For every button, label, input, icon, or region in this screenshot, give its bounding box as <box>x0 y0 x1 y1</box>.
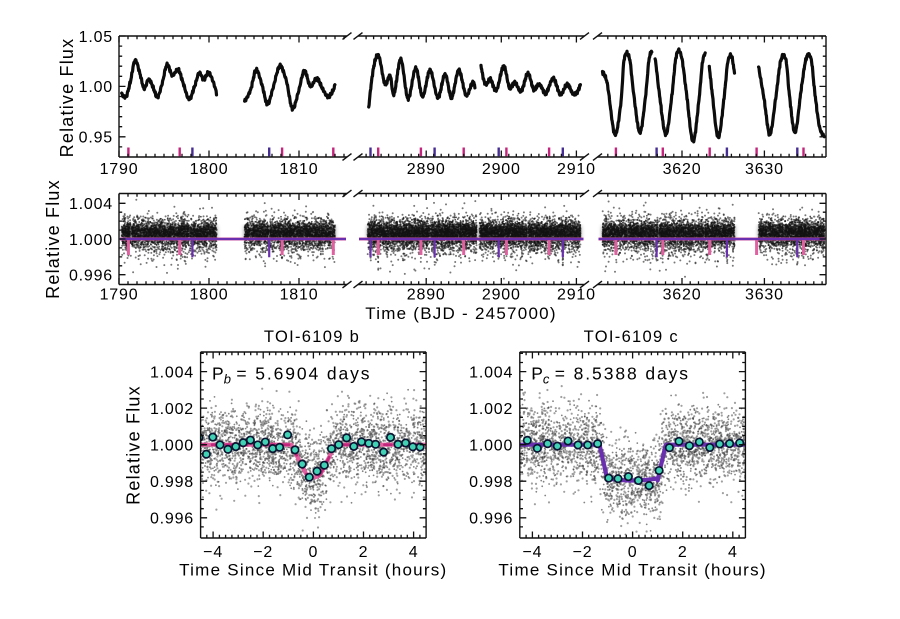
svg-text:4: 4 <box>409 544 419 561</box>
svg-text:0.998: 0.998 <box>469 474 513 491</box>
svg-text:1800: 1800 <box>190 287 229 304</box>
svg-text:1.004: 1.004 <box>469 364 513 381</box>
svg-text:1.000: 1.000 <box>69 232 113 249</box>
svg-text:1810: 1810 <box>280 287 319 304</box>
svg-text:1790: 1790 <box>100 161 139 178</box>
svg-text:2910: 2910 <box>557 161 596 178</box>
svg-text:−2: −2 <box>573 544 593 561</box>
svg-text:Time Since Mid Transit (hours): Time Since Mid Transit (hours) <box>179 561 447 580</box>
svg-text:1790: 1790 <box>100 287 139 304</box>
svg-text:1.002: 1.002 <box>469 401 513 418</box>
svg-text:−4: −4 <box>522 544 542 561</box>
svg-text:Time Since Mid Transit (hours): Time Since Mid Transit (hours) <box>498 561 766 580</box>
svg-text:0.996: 0.996 <box>69 268 113 285</box>
svg-text:0.996: 0.996 <box>469 511 513 528</box>
svg-text:TOI-6109 c: TOI-6109 c <box>584 328 679 346</box>
svg-text:−2: −2 <box>253 544 273 561</box>
svg-text:3630: 3630 <box>745 287 784 304</box>
svg-text:1.004: 1.004 <box>150 364 194 381</box>
svg-text:TOI-6109 b: TOI-6109 b <box>264 328 360 346</box>
svg-text:2: 2 <box>359 544 369 561</box>
svg-text:1.000: 1.000 <box>150 438 194 455</box>
svg-text:0.996: 0.996 <box>150 511 194 528</box>
svg-text:2900: 2900 <box>482 161 521 178</box>
svg-text:−4: −4 <box>203 544 223 561</box>
svg-text:2: 2 <box>678 544 688 561</box>
svg-text:1.002: 1.002 <box>150 401 194 418</box>
svg-text:1800: 1800 <box>190 161 229 178</box>
svg-text:1.00: 1.00 <box>79 79 113 96</box>
svg-text:Relative Flux: Relative Flux <box>124 385 144 505</box>
svg-text:0: 0 <box>309 544 319 561</box>
svg-text:1.05: 1.05 <box>79 29 113 46</box>
svg-text:Time (BJD - 2457000): Time (BJD - 2457000) <box>365 304 557 323</box>
svg-text:Pb = 5.6904 days: Pb = 5.6904 days <box>212 364 371 387</box>
svg-text:4: 4 <box>728 544 738 561</box>
svg-text:1.000: 1.000 <box>469 438 513 455</box>
svg-text:2890: 2890 <box>407 287 446 304</box>
svg-text:2910: 2910 <box>557 287 596 304</box>
svg-text:Relative Flux: Relative Flux <box>43 179 63 299</box>
svg-text:0.95: 0.95 <box>79 130 113 147</box>
svg-text:1.004: 1.004 <box>69 196 113 213</box>
svg-text:3630: 3630 <box>745 161 784 178</box>
svg-text:0.998: 0.998 <box>150 474 194 491</box>
svg-text:2890: 2890 <box>407 161 446 178</box>
svg-text:0: 0 <box>628 544 638 561</box>
svg-text:Relative Flux: Relative Flux <box>57 38 77 158</box>
svg-text:2900: 2900 <box>482 287 521 304</box>
svg-text:1810: 1810 <box>280 161 319 178</box>
svg-text:3620: 3620 <box>663 287 702 304</box>
svg-text:3620: 3620 <box>663 161 702 178</box>
svg-text:Pc = 8.5388 days: Pc = 8.5388 days <box>531 364 690 387</box>
